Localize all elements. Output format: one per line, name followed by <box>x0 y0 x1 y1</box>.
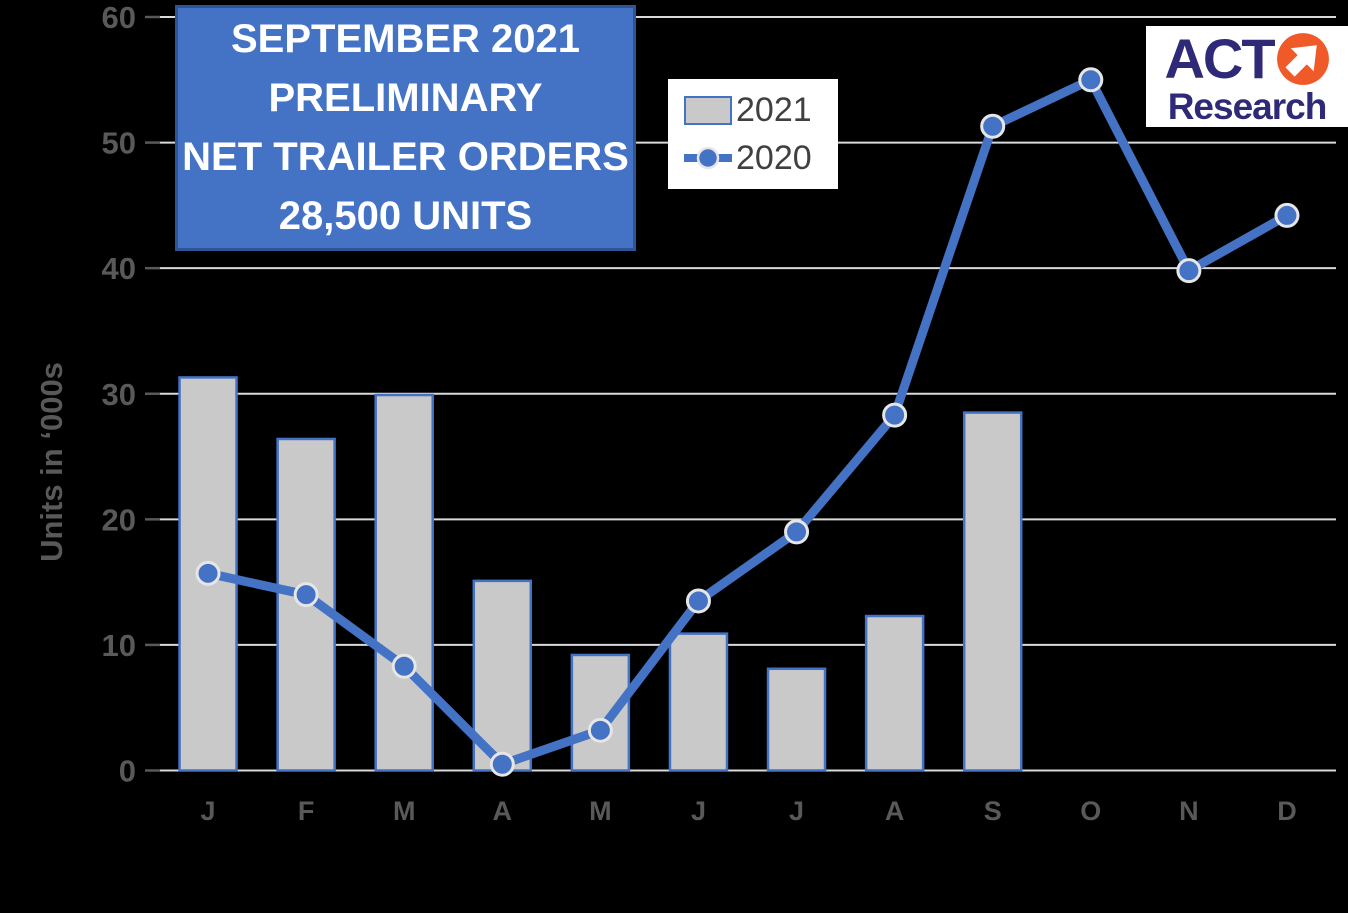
bar-2021 <box>766 667 827 772</box>
y-tick-label: 30 <box>102 377 136 412</box>
y-tick-label: 0 <box>119 754 136 789</box>
marker-2020 <box>1176 258 1202 284</box>
marker-2020 <box>391 653 417 679</box>
legend-label: 2021 <box>736 91 812 129</box>
marker-2020 <box>1274 202 1300 228</box>
y-tick-label: 50 <box>102 126 136 161</box>
marker-2020 <box>489 751 515 777</box>
marker-2020 <box>685 588 711 614</box>
y-tick-label: 40 <box>102 251 136 286</box>
bar-2021 <box>374 393 434 772</box>
marker-2020 <box>882 402 908 428</box>
y-tick-label: 60 <box>102 0 136 35</box>
legend-label: 2020 <box>736 139 812 177</box>
logo-top-row: ACT <box>1164 26 1329 90</box>
bar-2021 <box>962 411 1023 772</box>
x-tick-label: O <box>1080 796 1101 826</box>
marker-2020 <box>980 113 1006 139</box>
x-tick-label: J <box>789 796 804 826</box>
x-tick-label: D <box>1277 796 1297 826</box>
x-tick-label: J <box>201 796 216 826</box>
bar-2021 <box>864 614 925 772</box>
x-tick-label: A <box>885 796 905 826</box>
x-tick-label: M <box>589 796 612 826</box>
x-tick-label: J <box>691 796 706 826</box>
x-tick-label: A <box>493 796 513 826</box>
legend: 2021 2020 <box>668 79 838 189</box>
line-2020 <box>203 75 1292 769</box>
marker-2020 <box>784 519 810 545</box>
marker-2020 <box>195 560 221 586</box>
bar-swatch-icon <box>684 95 732 125</box>
line-marker-swatch-icon <box>684 146 732 170</box>
x-tick-label: N <box>1179 796 1199 826</box>
chart-title-line: PRELIMINARY <box>268 76 543 120</box>
bar-2021 <box>668 632 729 772</box>
y-axis-title: Units in ‘000s <box>34 362 69 562</box>
legend-item-2021: 2021 <box>684 93 838 127</box>
x-tick-label: M <box>393 796 416 826</box>
marker-2020 <box>293 582 319 608</box>
chart-title-line: 28,500 UNITS <box>278 194 533 238</box>
logo-act-text: ACT <box>1164 26 1275 90</box>
chart-title-line: NET TRAILER ORDERS <box>182 135 629 179</box>
bar-2021 <box>570 653 631 772</box>
marker-2020 <box>587 717 613 743</box>
chart-title-box: SEPTEMBER 2021 PRELIMINARY NET TRAILER O… <box>175 5 636 251</box>
marker-2020 <box>1078 67 1104 93</box>
logo-research-text: Research <box>1167 85 1328 127</box>
x-tick-label: F <box>298 796 315 826</box>
chart-title-line: SEPTEMBER 2021 <box>230 17 581 61</box>
x-tick-label: S <box>984 796 1002 826</box>
y-tick-label: 20 <box>102 502 136 537</box>
y-tick-label: 10 <box>102 628 136 663</box>
legend-item-2020: 2020 <box>684 141 838 175</box>
act-research-logo: ACT Research <box>1146 26 1348 127</box>
northeast-arrow-icon <box>1276 32 1329 85</box>
